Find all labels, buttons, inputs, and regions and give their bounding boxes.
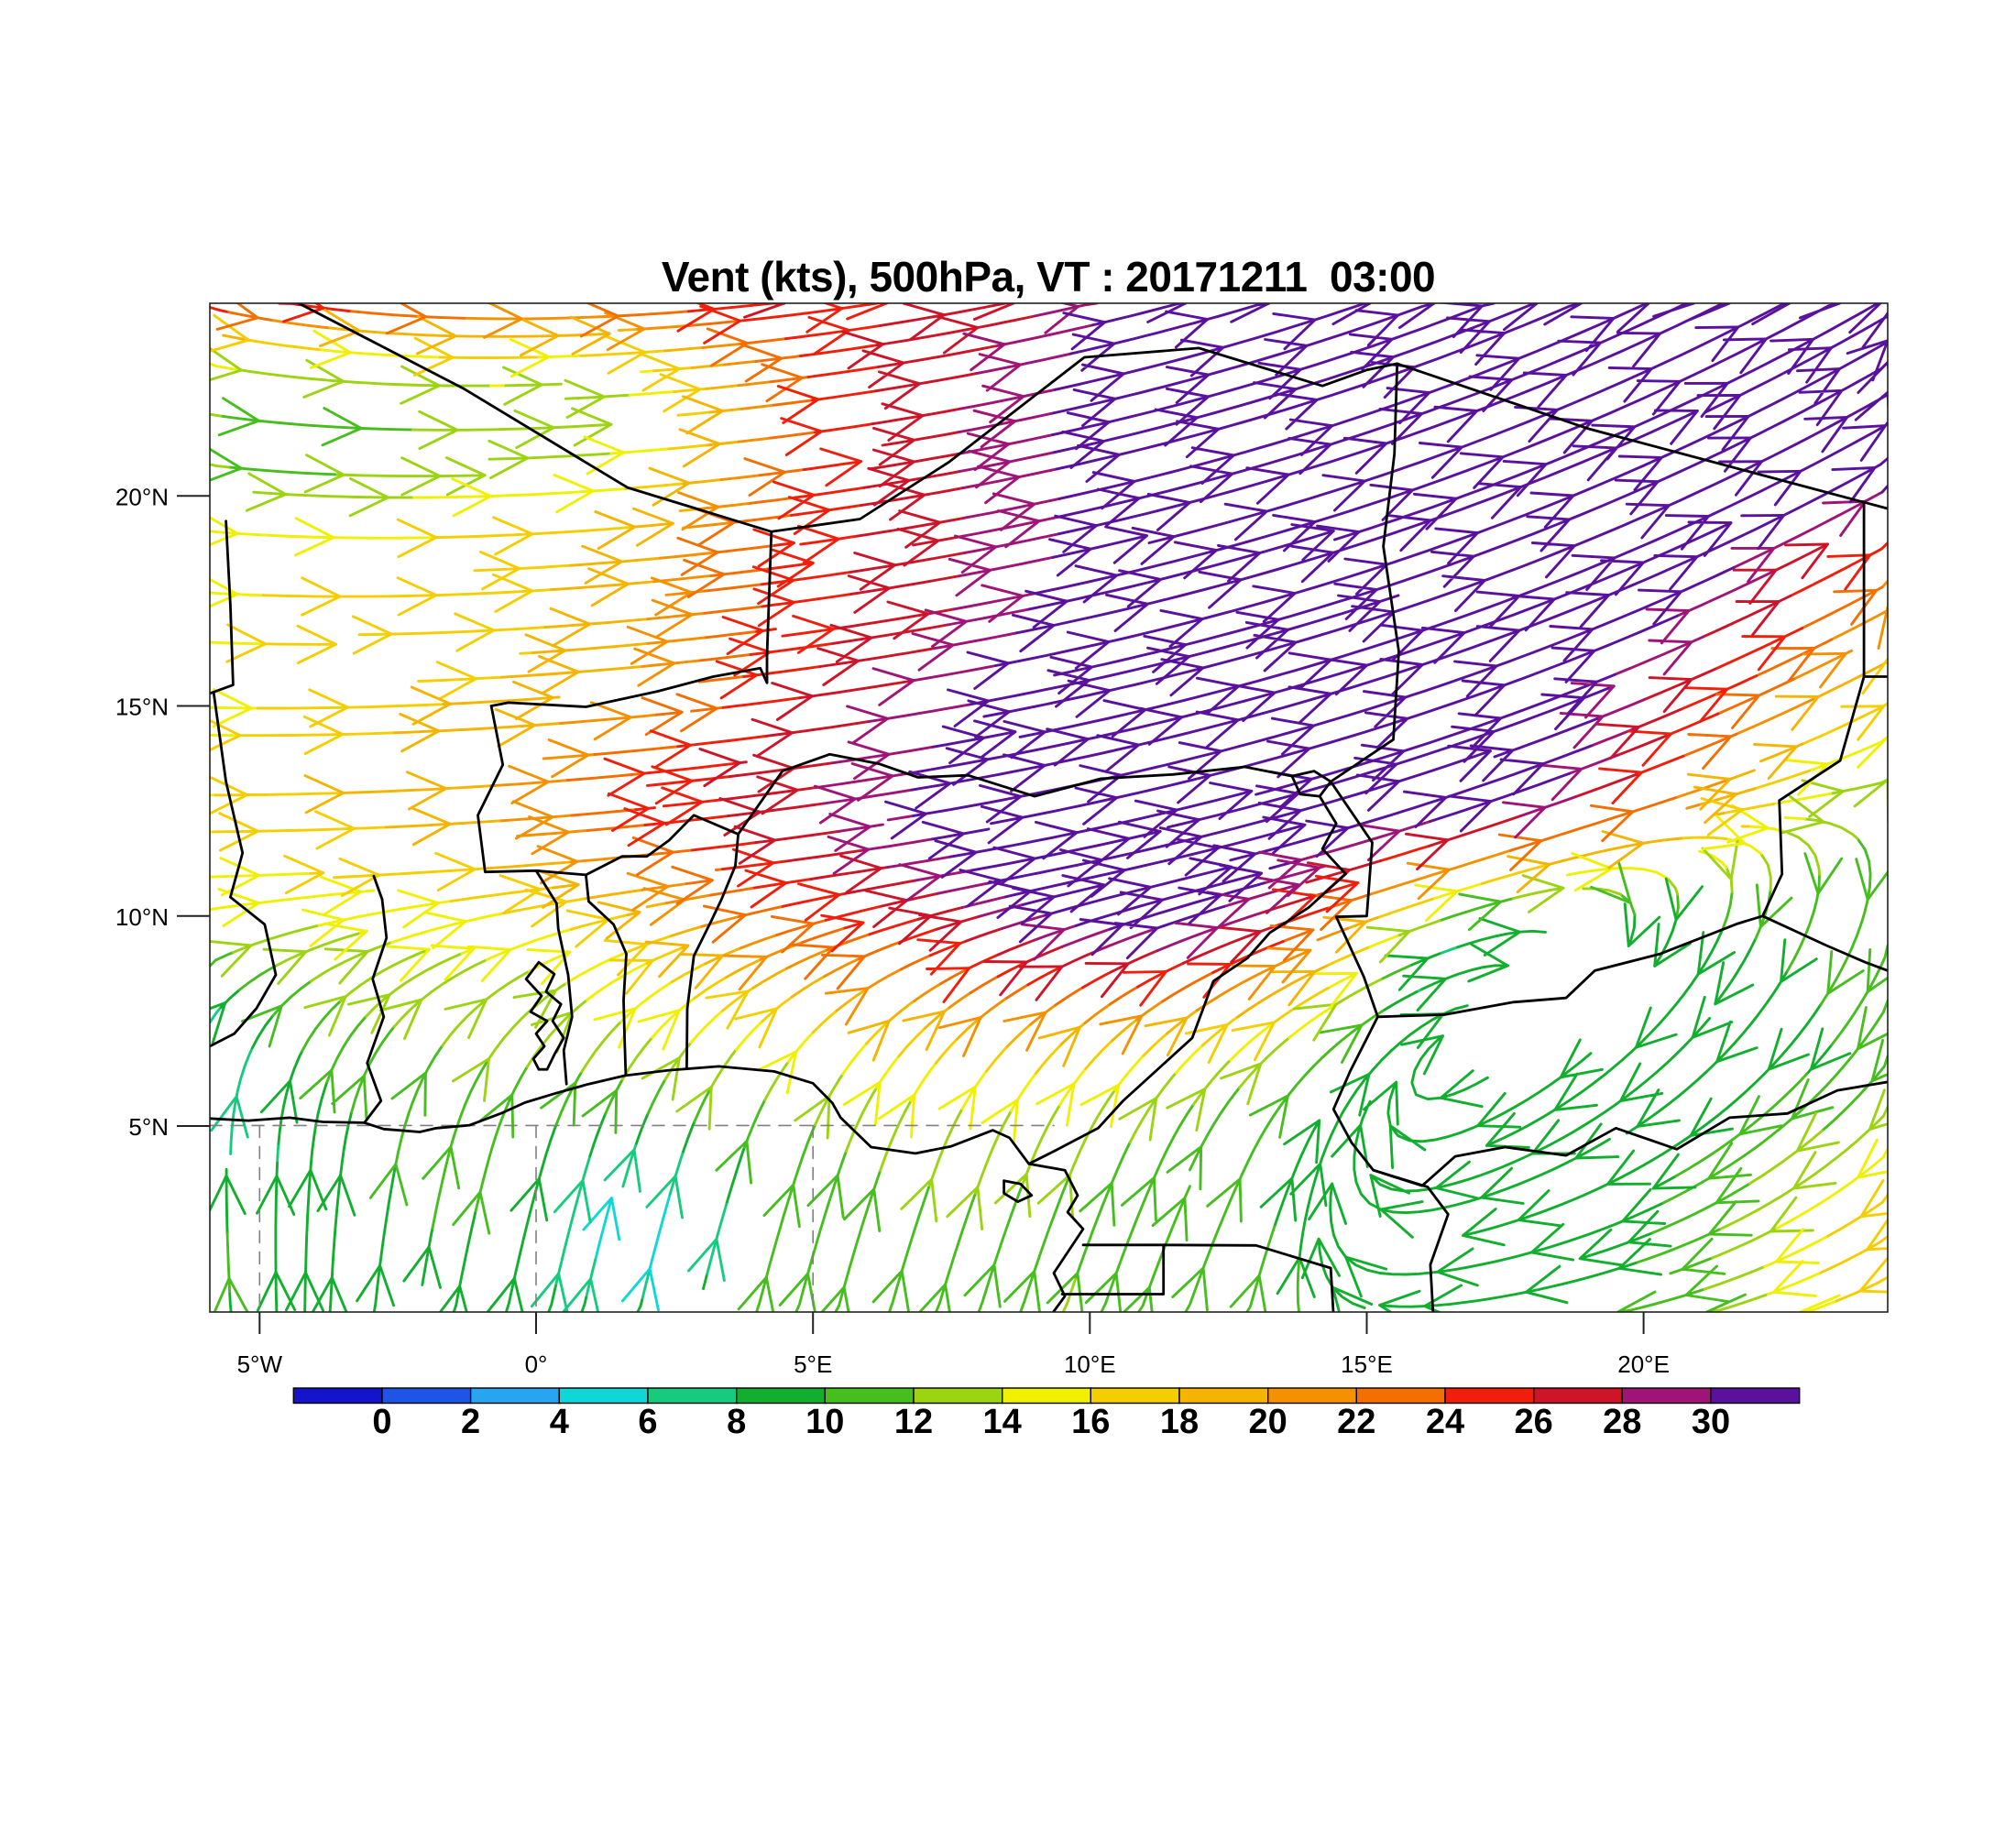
svg-text:2: 2 — [461, 1403, 480, 1441]
svg-text:15°E: 15°E — [1341, 1350, 1393, 1378]
svg-text:5°E: 5°E — [794, 1350, 832, 1378]
svg-text:5°N: 5°N — [128, 1113, 169, 1141]
svg-text:20°N: 20°N — [115, 483, 169, 510]
svg-text:0: 0 — [372, 1403, 391, 1441]
svg-text:4: 4 — [550, 1403, 569, 1441]
svg-text:24: 24 — [1426, 1403, 1464, 1441]
svg-text:12: 12 — [894, 1403, 933, 1441]
svg-text:10°N: 10°N — [115, 903, 169, 931]
svg-text:28: 28 — [1603, 1403, 1641, 1441]
svg-text:5°W: 5°W — [237, 1350, 283, 1378]
svg-text:6: 6 — [638, 1403, 657, 1441]
svg-text:20°E: 20°E — [1617, 1350, 1670, 1378]
svg-text:14: 14 — [983, 1403, 1022, 1441]
svg-text:18: 18 — [1160, 1403, 1199, 1441]
svg-text:20: 20 — [1249, 1403, 1287, 1441]
svg-text:8: 8 — [727, 1403, 746, 1441]
svg-text:15°N: 15°N — [115, 694, 169, 721]
svg-text:30: 30 — [1692, 1403, 1730, 1441]
svg-text:16: 16 — [1071, 1403, 1110, 1441]
svg-text:10°E: 10°E — [1064, 1350, 1116, 1378]
svg-text:26: 26 — [1515, 1403, 1553, 1441]
svg-text:Vent (kts), 500hPa, VT : 20171: Vent (kts), 500hPa, VT : 20171211 03:00 — [662, 253, 1435, 301]
svg-text:22: 22 — [1337, 1403, 1375, 1441]
svg-text:0°: 0° — [525, 1350, 548, 1378]
svg-text:10: 10 — [805, 1403, 844, 1441]
